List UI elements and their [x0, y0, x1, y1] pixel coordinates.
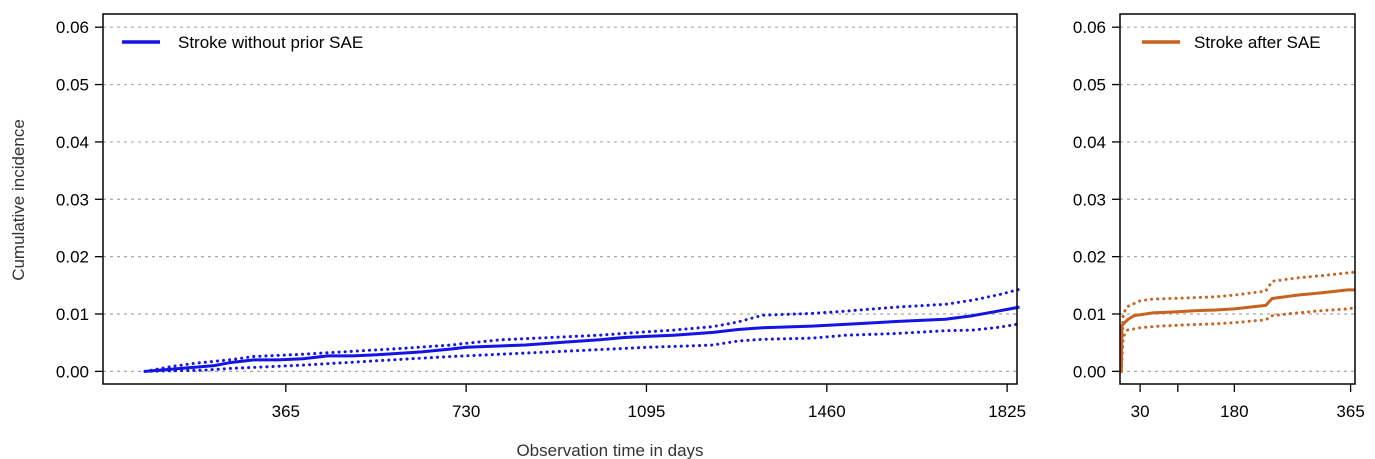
series-line-estimate [1119, 288, 1355, 372]
y-tick-label: 0.03 [1073, 190, 1106, 209]
chart-panel-1: 0.00 0.01 0.02 0.03 0.04 0.05 0.06 365 730 1095 14… [56, 13, 1026, 421]
x-tick-label: 365 [272, 402, 300, 421]
x-tick-label: 1460 [808, 402, 846, 421]
x-tick-label: 730 [452, 402, 480, 421]
plot-frame [1119, 13, 1356, 385]
x-tick-label: 1825 [988, 402, 1026, 421]
x-tick-label: 180 [1220, 402, 1248, 421]
series-line-estimate [144, 305, 1020, 373]
series-line-upper-ci [1119, 270, 1357, 373]
x-axis-title: Observation time in days [516, 441, 703, 459]
y-tick-label: 0.02 [56, 248, 89, 267]
series-line-lower-ci [143, 322, 1021, 373]
y-tick-label: 0.05 [1073, 76, 1106, 95]
chart-panel-2: 0.00 0.01 0.02 0.03 0.04 0.05 0.06 30 180 365 Stro… [1073, 13, 1365, 421]
y-tick-label: 0.04 [56, 133, 89, 152]
series-line-lower-ci [1119, 306, 1357, 373]
y-tick-label: 0.00 [56, 362, 89, 381]
legend-label: Stroke after SAE [1194, 33, 1321, 52]
y-tick-label: 0.03 [56, 190, 89, 209]
x-tick-label: 365 [1336, 402, 1364, 421]
y-tick-label: 0.05 [56, 76, 89, 95]
y-tick-label: 0.00 [1073, 362, 1106, 381]
y-tick-label: 0.06 [1073, 18, 1106, 37]
y-axis-title: Cumulative incidence [9, 119, 28, 281]
x-tick-label: 30 [1131, 402, 1150, 421]
y-tick-label: 0.01 [56, 305, 89, 324]
y-tick-label: 0.02 [1073, 248, 1106, 267]
y-tick-label: 0.04 [1073, 133, 1106, 152]
series-line-upper-ci [143, 287, 1021, 373]
y-tick-label: 0.01 [1073, 305, 1106, 324]
y-tick-label: 0.06 [56, 18, 89, 37]
plot-frame [102, 13, 1018, 385]
legend-label: Stroke without prior SAE [178, 33, 363, 52]
x-tick-label: 1095 [628, 402, 666, 421]
